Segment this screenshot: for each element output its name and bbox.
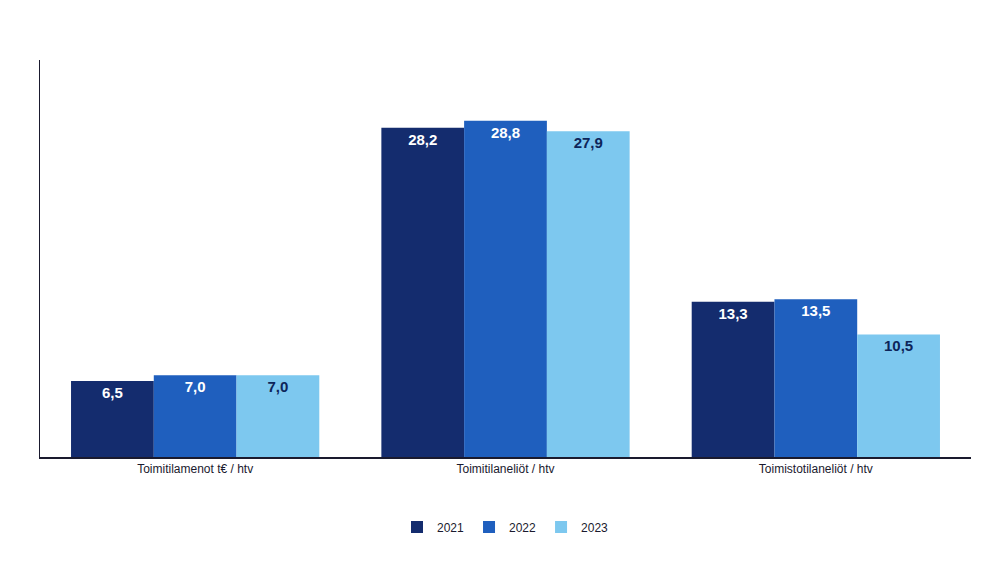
svg-text:28,2: 28,2 [408,131,437,148]
svg-text:28,8: 28,8 [491,124,520,141]
svg-text:Toimistotilaneliöt / htv: Toimistotilaneliöt / htv [759,462,873,476]
svg-text:2021: 2021 [437,521,464,535]
svg-text:13,5: 13,5 [801,302,830,319]
svg-text:10,5: 10,5 [884,337,913,354]
svg-text:6,5: 6,5 [102,384,123,401]
svg-text:13,3: 13,3 [718,305,747,322]
svg-text:7,0: 7,0 [267,378,288,395]
svg-text:7,0: 7,0 [185,378,206,395]
svg-text:2022: 2022 [509,521,536,535]
svg-text:27,9: 27,9 [574,134,603,151]
svg-text:Toimitilaneliöt / htv: Toimitilaneliöt / htv [456,462,554,476]
svg-text:2023: 2023 [581,521,608,535]
svg-text:Toimitilamenot t€ / htv: Toimitilamenot t€ / htv [137,462,253,476]
